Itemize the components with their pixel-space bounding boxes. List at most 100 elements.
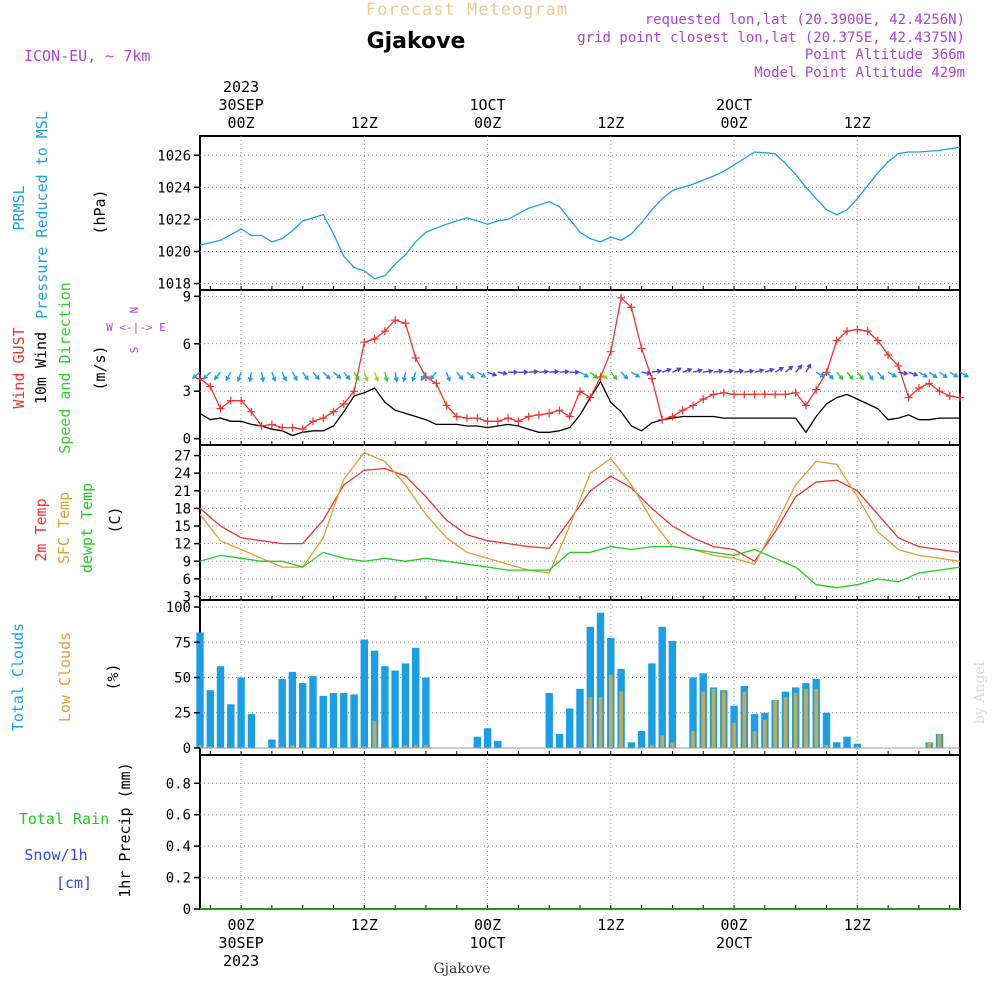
- wind-gust-point: [699, 395, 708, 404]
- y-tick-label: 3: [183, 384, 191, 400]
- wind-gust-point: [524, 412, 533, 421]
- wind-gust-point: [576, 387, 584, 396]
- y-tick-label: 0.4: [166, 839, 191, 855]
- y-tick-label: 0: [183, 432, 191, 448]
- precip-snow-unit-label: [cm]: [56, 874, 92, 892]
- wind-direction-arrow: [856, 371, 865, 381]
- wind-gust-point: [791, 388, 800, 397]
- pressure-unit-label: (hPa): [91, 189, 109, 234]
- low-clouds-bar: [650, 745, 654, 748]
- y-tick-label: 24: [174, 466, 191, 482]
- temp-sfc-line: [199, 451, 961, 574]
- wind-speed-line: [199, 380, 960, 437]
- total-clouds-bar: [853, 743, 861, 748]
- y-tick-label: 3: [183, 589, 191, 605]
- wind-10m-label: 10m Wind: [32, 332, 50, 404]
- pressure-label-prmsl: PRMSL: [10, 185, 28, 230]
- pressure-label-msl: Pressure Reduced to MSL: [33, 111, 51, 319]
- time-label-bottom: 12Z: [597, 916, 624, 934]
- wind-direction-arrow: [826, 371, 834, 380]
- y-tick-label: 18: [174, 501, 191, 517]
- total-clouds-bar: [627, 742, 636, 748]
- total-clouds-bar: [473, 736, 481, 748]
- low-clouds-bar: [198, 745, 202, 748]
- wind-gust-point: [709, 390, 718, 399]
- total-clouds-bar: [309, 676, 317, 748]
- time-label-top: 30SEP: [219, 96, 264, 114]
- y-tick-label: 0: [183, 741, 191, 757]
- wind-gust-point: [760, 390, 769, 399]
- wind-direction-arrow: [610, 371, 618, 381]
- total-clouds-bar: [566, 708, 574, 748]
- wind-gust-point: [617, 293, 626, 302]
- wind-gust-point: [370, 335, 379, 344]
- y-tick-label: 9: [183, 554, 191, 570]
- wind-direction-arrow: [815, 371, 826, 378]
- wind-gust-point: [319, 414, 328, 423]
- low-clouds-bar: [208, 746, 213, 748]
- wind-direction-arrow: [497, 370, 509, 376]
- wind-direction-arrow: [784, 365, 794, 373]
- wind-gust-point: [452, 412, 461, 421]
- time-label-bottom: 1OCT: [470, 934, 506, 952]
- time-label-top: 12Z: [597, 114, 624, 132]
- temp-sfc-label: SFC Temp: [55, 492, 73, 564]
- total-clouds-bar: [227, 704, 235, 748]
- wind-direction-arrow: [312, 371, 320, 381]
- wind-gust-point: [514, 417, 523, 426]
- total-clouds-bar: [381, 666, 389, 748]
- low-clouds-bar: [732, 722, 736, 748]
- total-clouds-bar: [350, 694, 358, 748]
- time-label-bottom: 2OCT: [716, 934, 752, 952]
- wind-gust-point: [360, 338, 369, 347]
- y-tick-label: 1020: [157, 245, 191, 261]
- wind-direction-arrow: [393, 372, 399, 383]
- wind-direction-arrow: [271, 371, 277, 383]
- y-tick-label: 15: [174, 519, 191, 535]
- wind-panel: 0 3 6 9: [183, 289, 970, 448]
- wind-direction-arrow: [411, 371, 417, 383]
- temp-unit-label: (C): [106, 506, 124, 533]
- time-label-bottom: 2023: [223, 952, 259, 970]
- total-clouds-bar: [833, 742, 841, 748]
- wind-gust-point: [473, 414, 482, 423]
- y-tick-label: 0: [183, 902, 191, 918]
- wind-gust-point: [688, 401, 697, 410]
- wind-gust-point: [247, 407, 256, 416]
- wind-direction-arrow: [589, 371, 599, 379]
- wind-gust-point: [329, 407, 338, 416]
- time-label-top: 1OCT: [470, 96, 506, 114]
- wind-direction-arrow: [260, 372, 266, 383]
- low-clouds-bar: [403, 745, 408, 748]
- wind-gust-point: [914, 384, 923, 393]
- wind-direction-arrow: [733, 368, 745, 374]
- total-clouds-bar: [288, 671, 297, 748]
- wind-direction-arrow: [620, 371, 629, 380]
- wind-gust-point: [463, 414, 472, 423]
- wind-direction-arrow: [281, 371, 287, 382]
- low-clouds-bar: [937, 733, 942, 748]
- wind-direction-arrow: [703, 368, 714, 374]
- low-clouds-bar: [824, 745, 829, 748]
- wind-unit-label: (m/s): [91, 345, 109, 390]
- wind-direction-arrow: [959, 371, 970, 378]
- wind-direction-arrow: [429, 371, 437, 381]
- total-clouds-bar: [843, 736, 851, 748]
- total-clouds-bar: [658, 626, 666, 748]
- wind-direction-arrow: [466, 371, 476, 379]
- wind-gust-point: [565, 412, 574, 421]
- total-clouds-bar: [483, 728, 492, 748]
- total-clouds-bar: [494, 740, 502, 748]
- total-clouds-bar: [237, 677, 245, 748]
- wind-gust-point: [678, 406, 687, 415]
- info-gridpoint: grid point closest lon,lat (20.375E, 42.…: [577, 30, 965, 46]
- time-label-top: 00Z: [721, 114, 748, 132]
- wind-direction-arrow: [661, 367, 672, 373]
- total-clouds-bar: [216, 666, 225, 748]
- y-tick-label: 100: [166, 600, 191, 616]
- wind-gust-point: [401, 319, 410, 328]
- low-clouds-bar: [763, 719, 767, 748]
- wind-gust-point: [771, 390, 780, 399]
- wind-direction-arrow: [918, 371, 928, 378]
